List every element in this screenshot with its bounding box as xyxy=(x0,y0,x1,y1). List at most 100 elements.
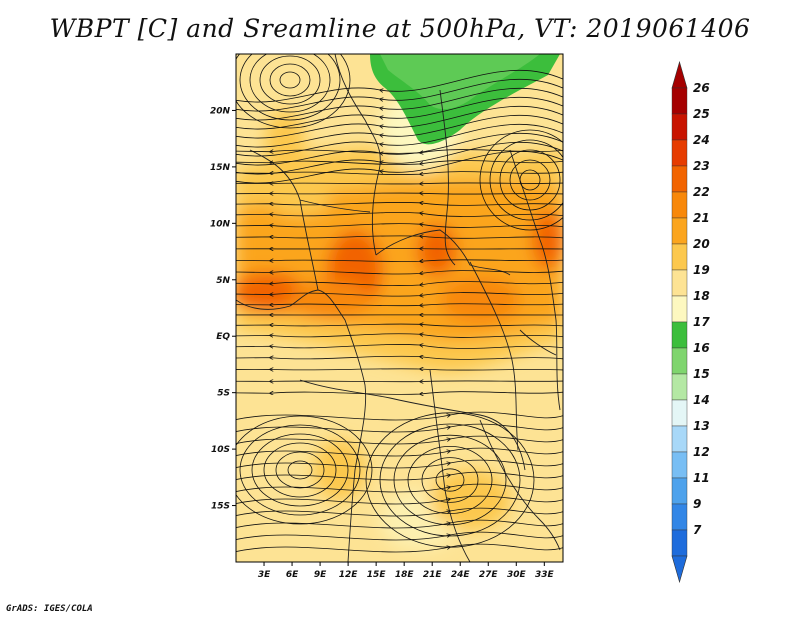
streamline xyxy=(236,70,563,103)
streamline xyxy=(236,356,563,360)
streamline xyxy=(236,369,563,370)
streamline xyxy=(236,344,563,349)
streamline xyxy=(365,412,535,548)
streamline xyxy=(435,468,465,492)
streamline xyxy=(279,71,301,89)
streamline xyxy=(236,54,351,129)
colorbar-label: 15 xyxy=(693,367,710,381)
colorbar-swatch xyxy=(671,269,688,297)
longitude-axis: 3E 6E 9E 12E 15E 18E 21E 24E 27E 30E 33E xyxy=(258,562,555,580)
streamline xyxy=(236,392,563,395)
streamline xyxy=(236,281,563,286)
streamline xyxy=(287,460,313,480)
lon-tick-label: 33E xyxy=(535,570,555,580)
colorbar-label: 13 xyxy=(693,419,710,433)
colorbar-label: 22 xyxy=(693,185,710,199)
streamline xyxy=(239,54,341,121)
colorbar-label: 19 xyxy=(693,263,710,277)
colorbar-label: 11 xyxy=(693,471,710,485)
colorbar-swatch xyxy=(671,425,688,453)
colorbar-swatch xyxy=(671,399,688,427)
streamline xyxy=(236,142,563,175)
colorbar-label: 16 xyxy=(693,341,710,355)
streamline xyxy=(236,292,563,297)
colorbar-label: 9 xyxy=(693,497,701,511)
streamline xyxy=(236,124,563,157)
colorbar-label: 14 xyxy=(693,393,710,407)
colorbar-label: 23 xyxy=(693,159,710,173)
lat-tick-label: 20N xyxy=(210,106,231,116)
colorbar-label: 25 xyxy=(693,107,710,121)
map-title: WBPT [C] and Sreamline at 500hPa, VT: 20… xyxy=(49,14,751,43)
streamline xyxy=(519,169,541,191)
streamline xyxy=(236,447,563,457)
colorbar-swatch xyxy=(671,113,688,141)
streamline xyxy=(236,519,563,529)
streamline xyxy=(236,97,563,130)
lat-tick-label: 5N xyxy=(216,276,230,286)
colorbar-max-arrow xyxy=(671,60,688,89)
streamline xyxy=(236,106,563,139)
streamline xyxy=(236,483,563,493)
colorbar-swatch xyxy=(671,165,688,193)
colorbar-swatch xyxy=(671,139,688,167)
streamline xyxy=(479,129,563,231)
streamline xyxy=(236,115,563,148)
colorbar-swatch xyxy=(671,529,688,557)
lat-tick-label: 10S xyxy=(211,445,230,455)
streamline xyxy=(275,451,325,489)
streamline xyxy=(236,415,373,525)
latitude-axis: 20N 15N 10N 5N EQ 5S 10S 15S xyxy=(210,106,236,512)
streamline xyxy=(236,495,563,505)
lat-tick-label: 15S xyxy=(211,502,230,512)
colorbar-swatch xyxy=(671,191,688,219)
streamline xyxy=(236,334,563,338)
streamline xyxy=(489,139,563,221)
streamline xyxy=(236,202,563,205)
streamline xyxy=(249,54,331,113)
streamline xyxy=(236,304,563,306)
streamline xyxy=(239,424,361,516)
lon-tick-label: 18E xyxy=(395,570,415,580)
colorbar-label: 26 xyxy=(693,81,710,95)
lon-tick-label: 27E xyxy=(479,570,499,580)
colorbar-label: 12 xyxy=(693,445,710,459)
colorbar-label: 20 xyxy=(693,237,710,251)
streamline xyxy=(236,435,563,445)
colorbar-swatch xyxy=(671,243,688,271)
lon-tick-label: 6E xyxy=(286,570,299,580)
lat-tick-label: 5S xyxy=(217,389,230,399)
lon-tick-label: 3E xyxy=(258,570,271,580)
streamline xyxy=(259,55,321,105)
streamline xyxy=(421,457,479,503)
streamline xyxy=(236,212,563,217)
colorbar-label: 24 xyxy=(693,133,710,147)
streamline xyxy=(236,471,563,481)
colorbar-swatch xyxy=(671,503,688,531)
colorbar: 26 25 24 23 22 21 20 19 18 17 16 15 14 13 12 11 9 7 xyxy=(671,60,710,584)
colorbar-swatch xyxy=(671,321,688,349)
lat-tick-label: 10N xyxy=(210,219,231,229)
lat-tick-label: 15N xyxy=(210,163,231,173)
colorbar-swatch xyxy=(671,347,688,375)
streamline xyxy=(236,270,563,274)
colorbar-swatch xyxy=(671,87,688,115)
colorbar-swatch xyxy=(671,451,688,479)
streamline xyxy=(509,159,551,201)
lon-tick-label: 21E xyxy=(423,570,443,580)
streamline xyxy=(236,88,563,121)
streamline xyxy=(236,236,563,239)
lon-tick-label: 9E xyxy=(314,570,327,580)
lon-tick-label: 12E xyxy=(339,570,359,580)
lon-tick-label: 24E xyxy=(451,570,471,580)
colorbar-swatch xyxy=(671,477,688,505)
streamline xyxy=(236,224,563,228)
lon-tick-label: 30E xyxy=(507,570,527,580)
colorbar-label: 21 xyxy=(693,211,710,225)
streamline xyxy=(236,411,563,421)
streamline xyxy=(236,543,563,553)
colorbar-label: 17 xyxy=(693,315,710,329)
colorbar-swatch xyxy=(671,373,688,401)
streamline xyxy=(236,172,563,175)
